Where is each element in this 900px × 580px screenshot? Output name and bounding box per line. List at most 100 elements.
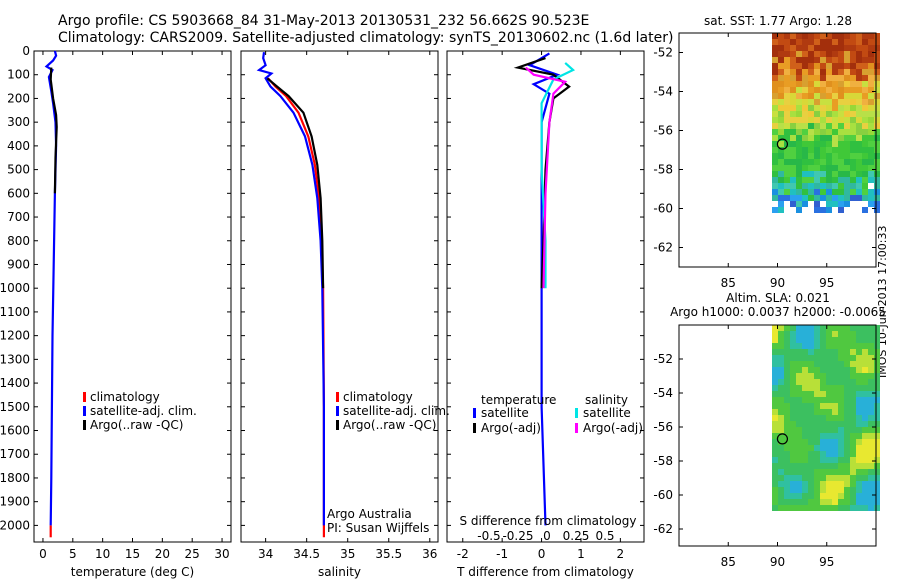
map-cell: [820, 355, 826, 361]
map-cell: [838, 39, 844, 45]
map-cell: [820, 367, 826, 373]
map-cell: [778, 379, 784, 385]
map-cell: [832, 487, 838, 493]
map-cell: [832, 159, 838, 165]
map-cell: [790, 481, 796, 487]
map-cell: [826, 469, 832, 475]
map-cell: [802, 415, 808, 421]
map-cell: [796, 385, 802, 391]
map-cell: [850, 135, 856, 141]
map-cell: [772, 367, 778, 373]
map-cell: [826, 105, 832, 111]
map-cell: [856, 457, 862, 463]
map-cell: [862, 475, 868, 481]
map-cell: [802, 93, 808, 99]
map-cell: [808, 451, 814, 457]
map-cell: [820, 481, 826, 487]
map-cell: [850, 123, 856, 129]
map-cell: [784, 391, 790, 397]
map-cell: [808, 123, 814, 129]
map-cell: [844, 469, 850, 475]
map-cell: [778, 325, 784, 331]
map-cell: [838, 421, 844, 427]
map-cell: [772, 93, 778, 99]
map-cell: [796, 475, 802, 481]
map-cell: [778, 343, 784, 349]
map-cell: [844, 475, 850, 481]
map-cell: [850, 171, 856, 177]
map-cell: [790, 165, 796, 171]
map-cell: [814, 111, 820, 117]
map-cell: [856, 183, 862, 189]
map-cell: [844, 355, 850, 361]
map-cell: [820, 373, 826, 379]
map-cell: [784, 129, 790, 135]
map-cell: [814, 385, 820, 391]
map-cell: [874, 331, 880, 337]
map-cell: [784, 69, 790, 75]
map-cell: [790, 81, 796, 87]
map-cell: [784, 481, 790, 487]
map-cell: [838, 147, 844, 153]
map-cell: [814, 39, 820, 45]
map-cell: [820, 487, 826, 493]
map-cell: [772, 487, 778, 493]
map-cell: [802, 331, 808, 337]
map-cell: [850, 159, 856, 165]
map-cell: [832, 397, 838, 403]
map-cell: [826, 463, 832, 469]
map-cell: [802, 177, 808, 183]
map-cell: [856, 475, 862, 481]
map-cell: [820, 87, 826, 93]
map-cell: [826, 385, 832, 391]
map-cell: [772, 171, 778, 177]
map-cell: [862, 51, 868, 57]
x-tick-label: 0: [538, 547, 546, 561]
map-cell: [772, 325, 778, 331]
map-cell: [874, 171, 880, 177]
map-cell: [820, 171, 826, 177]
map-cell: [820, 331, 826, 337]
map-cell: [868, 445, 874, 451]
map-cell: [862, 189, 868, 195]
map-cell: [832, 379, 838, 385]
map-cell: [814, 493, 820, 499]
map-cell: [838, 87, 844, 93]
map-cell: [868, 111, 874, 117]
map-cell: [862, 355, 868, 361]
map-cell: [838, 343, 844, 349]
map-cell: [772, 457, 778, 463]
map-cell: [790, 117, 796, 123]
map-cell: [832, 445, 838, 451]
map-cell: [832, 337, 838, 343]
map-cell: [844, 487, 850, 493]
map-cell: [790, 427, 796, 433]
map-cell: [844, 463, 850, 469]
map-cell: [838, 463, 844, 469]
map-cell: [850, 33, 856, 39]
map-cell: [802, 165, 808, 171]
map-cell: [862, 159, 868, 165]
map-cell: [862, 57, 868, 63]
map-cell: [796, 105, 802, 111]
map-cell: [808, 189, 814, 195]
map-y-tick-label: -58: [653, 454, 673, 468]
x-tick-label: 5: [69, 547, 77, 561]
map-cell: [796, 57, 802, 63]
map-cell: [784, 123, 790, 129]
map-cell: [862, 177, 868, 183]
map-cell: [790, 99, 796, 105]
map-cell: [826, 183, 832, 189]
map-cell: [778, 183, 784, 189]
map-cell: [832, 201, 838, 207]
map-cell: [808, 81, 814, 87]
map-cell: [850, 367, 856, 373]
map-cell: [868, 99, 874, 105]
map-cell: [814, 439, 820, 445]
legend-swatch: [83, 420, 86, 430]
map-cell: [820, 397, 826, 403]
map-cell: [784, 331, 790, 337]
map-cell: [790, 105, 796, 111]
x-axis-label: salinity: [318, 565, 361, 579]
